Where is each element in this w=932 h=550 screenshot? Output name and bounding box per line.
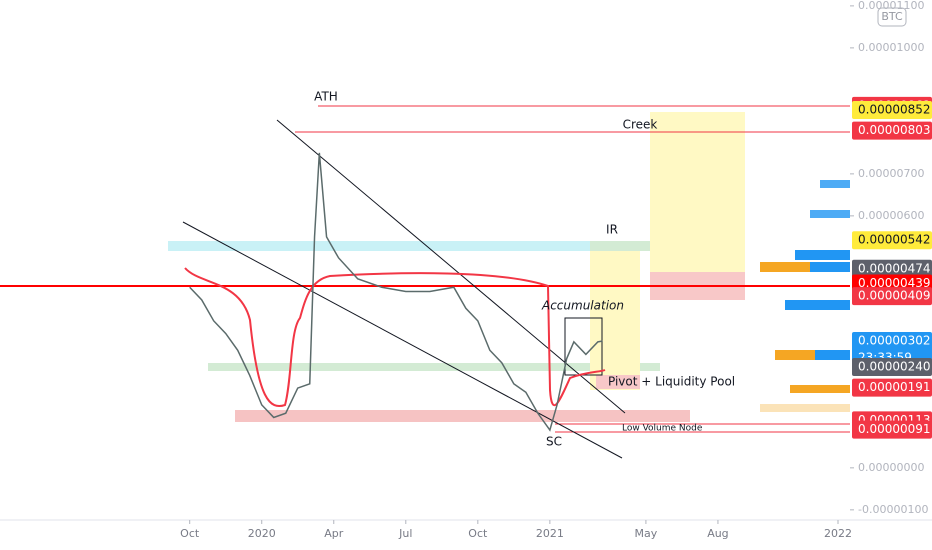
- profile-bar: [815, 350, 850, 360]
- volume-profile: [760, 180, 850, 412]
- price-badge-label: 0.00000409: [858, 289, 931, 303]
- x-tick-label: Jul: [398, 527, 412, 540]
- annotation: Accumulation: [541, 299, 624, 313]
- annotation: Low Volume Node: [622, 424, 703, 434]
- zone-red: [235, 410, 690, 422]
- annotation: Pivot + Liquidity Pool: [608, 375, 735, 389]
- annotation: ATH: [314, 90, 338, 104]
- price-badge: [852, 121, 932, 140]
- price-badge-label: 0.00000091: [858, 422, 931, 436]
- price-badge-label: 0.00000852: [858, 103, 931, 117]
- zone-cyan: [168, 241, 590, 251]
- pivot-box: [596, 375, 640, 389]
- price-badge-label: 0.00000439: [858, 276, 931, 290]
- price-badge: [852, 378, 932, 397]
- x-tick-label: 2021: [536, 527, 564, 540]
- x-tick-label: 2020: [248, 527, 276, 540]
- profile-bar: [790, 385, 850, 393]
- y-tick-label: 0.00001000: [858, 41, 924, 54]
- y-tick-label: 0.00000600: [858, 209, 924, 222]
- price-badge-label: 0.00000474: [858, 261, 931, 275]
- x-tick-label: Oct: [180, 527, 200, 540]
- y-tick-label: 0.00001100: [858, 0, 924, 12]
- currency-badge: [877, 7, 907, 27]
- x-tick-label: 2022: [824, 527, 852, 540]
- x-tick-label: May: [635, 527, 658, 540]
- annotation: Creek: [623, 118, 658, 132]
- profile-bar: [775, 350, 815, 360]
- trend-line: [182, 221, 623, 459]
- profile-bar: [760, 404, 850, 412]
- profile-bar: [785, 300, 850, 310]
- price-badge: [852, 358, 932, 377]
- profile-bar: [760, 262, 810, 272]
- price-badge: [852, 287, 932, 306]
- price-badge: [852, 259, 932, 278]
- x-tick-label: Apr: [324, 527, 344, 540]
- ir-box: [590, 251, 640, 390]
- x-tick-label: Oct: [468, 527, 488, 540]
- price-line: [189, 152, 603, 432]
- profile-bar: [820, 180, 850, 188]
- price-badge: [852, 231, 932, 250]
- trend-line: [276, 119, 626, 414]
- vwap-line: [184, 267, 606, 407]
- zone-green: [208, 363, 660, 371]
- price-badge: [852, 101, 932, 120]
- price-badge: [852, 420, 932, 439]
- levels: [0, 105, 850, 459]
- y-tick-label: -0.00000100: [858, 503, 928, 516]
- profile-bar: [795, 250, 850, 260]
- x-tick-label: Aug: [707, 527, 728, 540]
- price-badge-label: 0.00000302: [858, 334, 931, 348]
- y-tick-label: 0.00000000: [858, 461, 924, 474]
- profile-bar: [810, 210, 850, 218]
- price-badge-label: 0.00000240: [858, 360, 931, 374]
- price-badge-label: 0.00000542: [858, 233, 931, 247]
- price-badge-label: 0.00000803: [858, 123, 931, 137]
- y-tick-label: 0.00000700: [858, 167, 924, 180]
- creek-box: [650, 112, 745, 272]
- profile-bar: [810, 262, 850, 272]
- currency: BTC: [881, 10, 903, 23]
- annotation: SC: [546, 435, 562, 449]
- annotation: IR: [606, 223, 618, 237]
- price-badge-label: 0.00000191: [858, 380, 931, 394]
